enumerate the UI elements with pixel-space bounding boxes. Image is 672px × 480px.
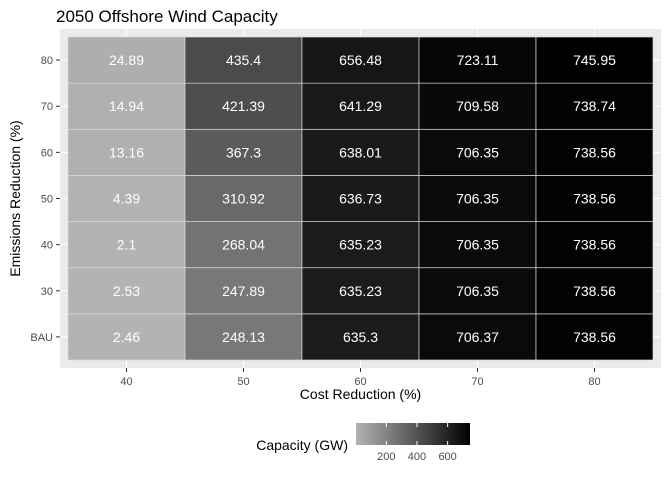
heatmap-cell — [535, 267, 654, 315]
heatmap-cell — [184, 36, 303, 84]
cell-value-label: 738.56 — [573, 329, 616, 345]
cell-value-label: 738.56 — [573, 144, 616, 160]
x-axis-title: Cost Reduction (%) — [300, 386, 421, 402]
y-tick-label: 80 — [41, 55, 53, 67]
heatmap-cell — [535, 313, 654, 361]
heatmap-cell — [535, 221, 654, 269]
heatmap-cell — [418, 128, 537, 176]
cell-value-label: 4.39 — [113, 191, 140, 207]
heatmap-cell — [184, 221, 303, 269]
cell-value-label: 367.3 — [226, 144, 261, 160]
x-tick-label: 70 — [471, 376, 483, 388]
x-axis: 40 50 60 70 80 — [120, 368, 601, 388]
cell-value-label: 738.56 — [573, 283, 616, 299]
y-tick-label: 70 — [41, 101, 53, 113]
cell-value-label: 13.16 — [109, 144, 144, 160]
x-tick-label: 60 — [354, 376, 366, 388]
cell-value-label: 706.37 — [456, 329, 499, 345]
heatmap-cell — [535, 36, 654, 84]
heatmap-cell — [301, 267, 420, 315]
cell-value-labels: 2.46 248.13 635.3 706.37 738.56 2.53 247.89 635… — [109, 52, 616, 345]
cell-value-label: 635.23 — [339, 237, 382, 253]
cell-value-label: 2.46 — [113, 329, 140, 345]
x-tick-label: 40 — [120, 376, 132, 388]
cell-value-label: 745.95 — [573, 52, 616, 68]
heatmap-cell — [535, 175, 654, 222]
cell-value-label: 706.35 — [456, 191, 499, 207]
y-axis: BAU 30 40 50 60 70 80 — [30, 55, 60, 344]
cell-value-label: 738.56 — [573, 237, 616, 253]
cell-value-label: 14.94 — [109, 98, 144, 114]
cell-value-label: 638.01 — [339, 144, 382, 160]
heatmap-cell — [67, 313, 186, 361]
cell-value-label: 706.35 — [456, 237, 499, 253]
cell-value-label: 24.89 — [109, 52, 144, 68]
cell-value-label: 641.29 — [339, 98, 382, 114]
legend-colorbar — [356, 423, 470, 445]
cell-value-label: 738.56 — [573, 191, 616, 207]
legend: Capacity (GW) 200 400 600 — [256, 423, 470, 463]
heatmap-cell — [418, 313, 537, 361]
cell-value-label: 635.3 — [343, 329, 378, 345]
heatmap-cell — [301, 313, 420, 361]
heatmap-cell — [301, 82, 420, 130]
heatmap-cell — [67, 267, 186, 315]
legend-tick-label: 400 — [408, 451, 426, 463]
cell-value-label: 656.48 — [339, 52, 382, 68]
y-tick-label: 60 — [41, 147, 53, 159]
cell-value-label: 636.73 — [339, 191, 382, 207]
cell-value-label: 709.58 — [456, 98, 499, 114]
heatmap-cell — [67, 128, 186, 176]
heatmap-cell — [418, 267, 537, 315]
y-tick-label: 40 — [41, 240, 53, 252]
heatmap-cell — [301, 221, 420, 269]
heatmap-cell — [535, 82, 654, 130]
cell-value-label: 738.74 — [573, 98, 616, 114]
cell-value-label: 268.04 — [222, 237, 265, 253]
cell-value-label: 435.4 — [226, 52, 261, 68]
cell-value-label: 706.35 — [456, 283, 499, 299]
cell-value-label: 421.39 — [222, 98, 265, 114]
cell-value-label: 2.53 — [113, 283, 140, 299]
cell-value-label: 2.1 — [117, 237, 137, 253]
heatmap-cell — [301, 36, 420, 84]
cell-value-label: 310.92 — [222, 191, 265, 207]
heatmap-cell — [67, 221, 186, 269]
legend-tick-label: 200 — [377, 451, 395, 463]
y-axis-title: Emissions Reduction (%) — [7, 120, 23, 276]
cell-value-label: 723.11 — [457, 52, 499, 68]
legend-tick-label: 600 — [438, 451, 456, 463]
x-tick-label: 50 — [237, 376, 249, 388]
y-tick-label: 30 — [41, 286, 53, 298]
heatmap-cell — [184, 175, 303, 222]
heatmap-cell — [418, 175, 537, 222]
y-tick-label: BAU — [30, 332, 53, 344]
cell-value-label: 635.23 — [339, 283, 382, 299]
x-tick-label: 80 — [588, 376, 600, 388]
heatmap-cells — [67, 36, 654, 361]
heatmap-cell — [418, 221, 537, 269]
chart-title: 2050 Offshore Wind Capacity — [56, 7, 278, 26]
cell-value-label: 706.35 — [456, 144, 499, 160]
legend-ticks: 200 400 600 — [377, 423, 457, 463]
heatmap-cell — [301, 128, 420, 176]
heatmap-cell — [418, 82, 537, 130]
y-tick-label: 50 — [41, 194, 53, 206]
cell-value-label: 248.13 — [222, 329, 265, 345]
heatmap-cell — [535, 128, 654, 176]
legend-title: Capacity (GW) — [256, 437, 348, 453]
cell-value-label: 247.89 — [222, 283, 265, 299]
heatmap-cell — [301, 175, 420, 222]
